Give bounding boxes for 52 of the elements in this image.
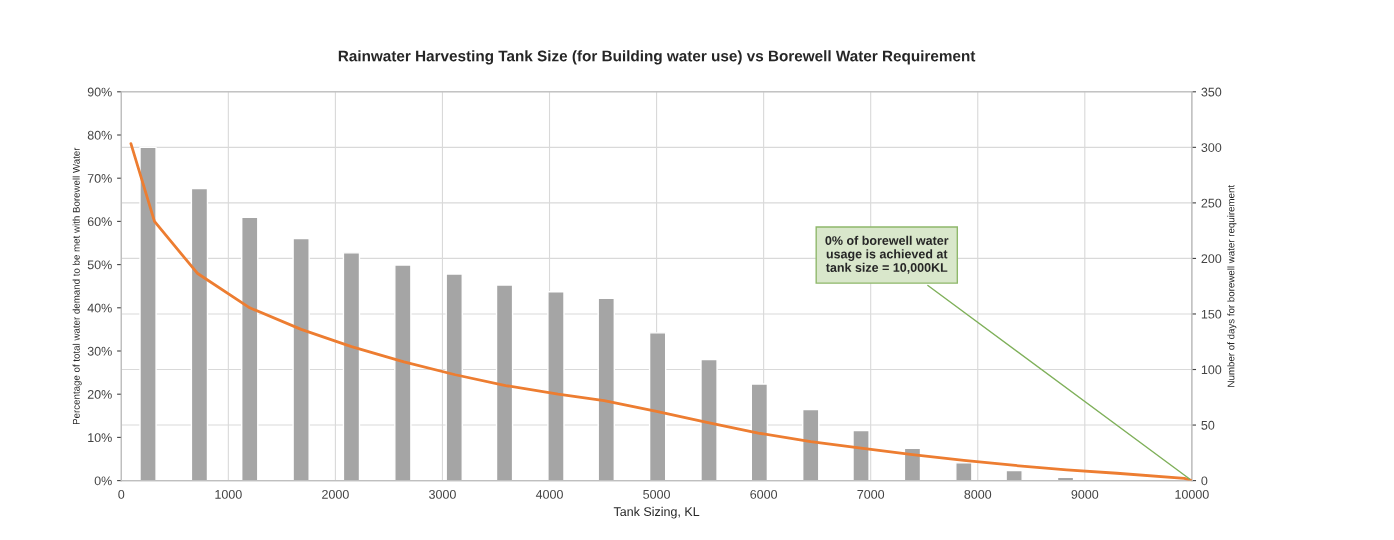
y2-tick-label: 350 (1201, 87, 1222, 97)
y-tick-label: 40% (87, 303, 112, 313)
y2-tick-label: 150 (1201, 309, 1222, 319)
y2-tick-label: 100 (1201, 365, 1222, 375)
bar (852, 429, 870, 481)
y-tick-label: 90% (87, 87, 112, 97)
bar (648, 332, 667, 481)
x-tick-label: 7000 (857, 489, 885, 499)
bar (955, 462, 973, 481)
bar (1005, 469, 1023, 481)
bar (700, 358, 718, 481)
y-axis-title: Percentage of total water demand to be met with Borewell Water (72, 147, 82, 425)
y-tick-label: 10% (88, 433, 112, 443)
x-tick-label: 0 (118, 489, 125, 499)
x-tick-label: 10000 (1175, 489, 1209, 499)
bar (547, 291, 565, 481)
x-tick-label: 6000 (750, 489, 778, 499)
bar (342, 252, 361, 481)
y2-tick-label: 200 (1201, 254, 1222, 264)
line-series (129, 142, 1192, 481)
y-tick-label: 20% (87, 390, 112, 399)
bar (750, 383, 769, 481)
y2-tick-label: 50 (1201, 420, 1215, 430)
bar (495, 284, 514, 481)
annotation: 0% of borewell water usage is achieved at tank size = 10,000KL (825, 235, 949, 274)
bar (802, 408, 820, 481)
x-tick-label: 1000 (215, 489, 242, 499)
y-tick-label: 50% (87, 260, 112, 270)
chart-title: Rainwater Harvesting Tank Size (for Building water use) vs Borewell Water Requirement (338, 50, 976, 65)
x-tick-label: 9000 (1071, 489, 1099, 499)
y-tick-label: 0% (94, 476, 112, 486)
bar (139, 146, 157, 481)
x-axis-title: Tank Sizing, KL (613, 506, 700, 519)
y-tick-label: 80% (87, 130, 112, 140)
x-tick-label: 3000 (429, 489, 456, 499)
bar (597, 297, 615, 481)
y2-tick-label: 300 (1201, 143, 1222, 152)
x-tick-label: 8000 (964, 489, 992, 499)
y2-tick-label: 250 (1201, 198, 1222, 208)
bar (445, 273, 463, 481)
y-tick-label: 30% (87, 346, 112, 356)
y2-axis-title: Number of days for borewell water requirement (1227, 184, 1237, 387)
x-tick-label: 4000 (535, 489, 563, 499)
y2-tick-label: 0 (1201, 476, 1208, 486)
bar (394, 264, 412, 481)
bar (241, 216, 259, 481)
bar (190, 187, 209, 481)
x-tick-label: 5000 (643, 489, 670, 499)
bar (292, 237, 310, 481)
x-tick-label: 2000 (322, 489, 349, 499)
y-tick-label: 60% (87, 217, 112, 227)
y-tick-label: 70% (87, 174, 112, 183)
